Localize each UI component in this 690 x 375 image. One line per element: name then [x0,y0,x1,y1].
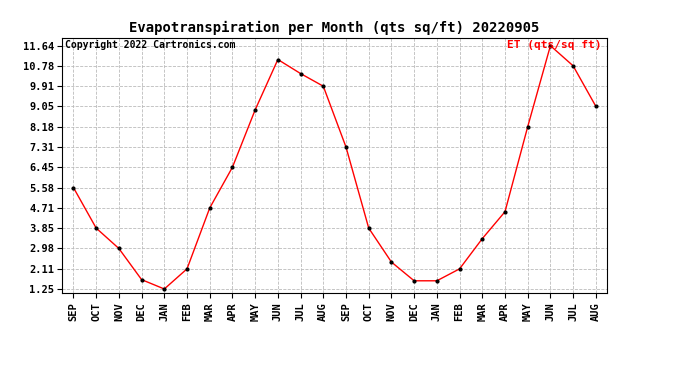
Title: Evapotranspiration per Month (qts sq/ft) 20220905: Evapotranspiration per Month (qts sq/ft)… [130,21,540,35]
Text: ET (qts/sq ft): ET (qts/sq ft) [507,40,602,50]
Text: Copyright 2022 Cartronics.com: Copyright 2022 Cartronics.com [65,40,235,50]
